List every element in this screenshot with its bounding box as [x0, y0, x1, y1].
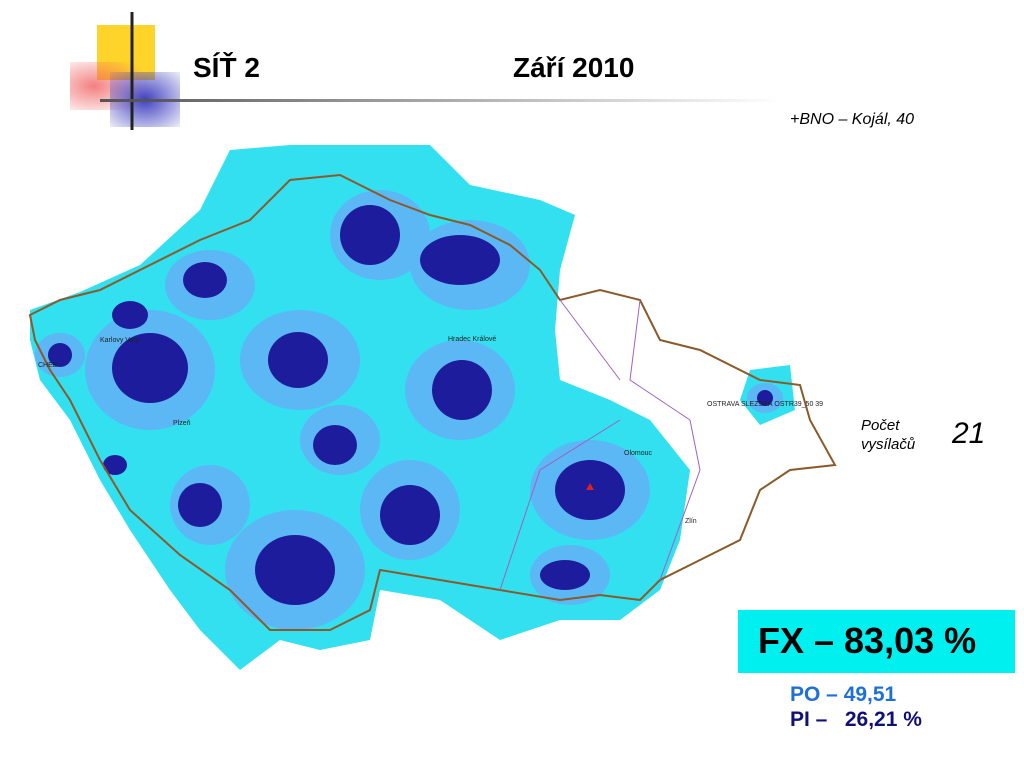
place-label: Karlovy Vary: [100, 337, 140, 344]
title: SÍŤ 2: [193, 52, 260, 83]
date: Září 2010: [513, 52, 635, 83]
title-rule: [100, 99, 780, 102]
place-label: CHEB: [38, 362, 58, 369]
place-label: Zlín: [685, 518, 697, 525]
coverage-map: [28, 145, 837, 670]
place-label: Plzeň: [173, 420, 191, 427]
transmitter-count: 21: [952, 417, 986, 450]
place-label: OSTRAVA SLEZSKÁ OSTR39_50 39: [707, 401, 824, 408]
transmitter-label: Počet vysílačů: [861, 417, 916, 453]
logo: [70, 12, 180, 130]
po-coverage: PO – 49,51: [790, 683, 897, 706]
fx-box: [738, 610, 1015, 673]
place-label: Hradec Králové: [448, 336, 497, 343]
fx-coverage: FX – 83,03 %: [758, 620, 977, 661]
subtitle: +BNO – Kojál, 40: [790, 111, 915, 128]
pi-coverage: PI – 26,21 %: [790, 708, 922, 731]
place-label: Olomouc: [624, 450, 653, 457]
